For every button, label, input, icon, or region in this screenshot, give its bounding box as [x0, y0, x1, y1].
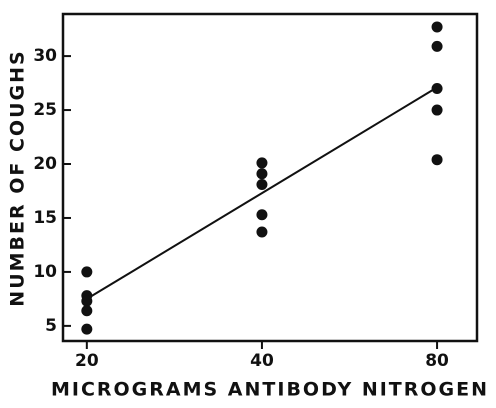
fit-line	[86, 86, 438, 300]
point	[256, 179, 268, 191]
x-tick-label: 80	[425, 351, 449, 371]
point	[81, 266, 93, 278]
point	[81, 323, 93, 335]
point	[431, 21, 443, 33]
x-tick-label: 20	[75, 351, 99, 371]
x-axis-label: MICROGRAMS ANTIBODY NITROGEN	[51, 379, 489, 401]
point	[431, 154, 443, 166]
point	[431, 104, 443, 116]
point	[256, 226, 268, 238]
y-tick-label: 15	[33, 208, 57, 228]
y-axis-label: NUMBER OF COUGHS	[7, 49, 29, 306]
point	[81, 295, 93, 307]
y-tick-label: 20	[33, 154, 57, 174]
y-tick-label: 30	[33, 46, 57, 66]
x-tick-label: 40	[250, 351, 274, 371]
y-tick-label: 25	[33, 100, 57, 120]
point	[256, 168, 268, 180]
y-tick-label: 10	[33, 262, 57, 282]
y-tick-label: 5	[45, 316, 57, 336]
point	[256, 209, 268, 221]
point	[431, 40, 443, 52]
point	[431, 82, 443, 94]
plot-frame	[61, 12, 479, 343]
point	[256, 157, 268, 169]
point	[81, 305, 93, 317]
